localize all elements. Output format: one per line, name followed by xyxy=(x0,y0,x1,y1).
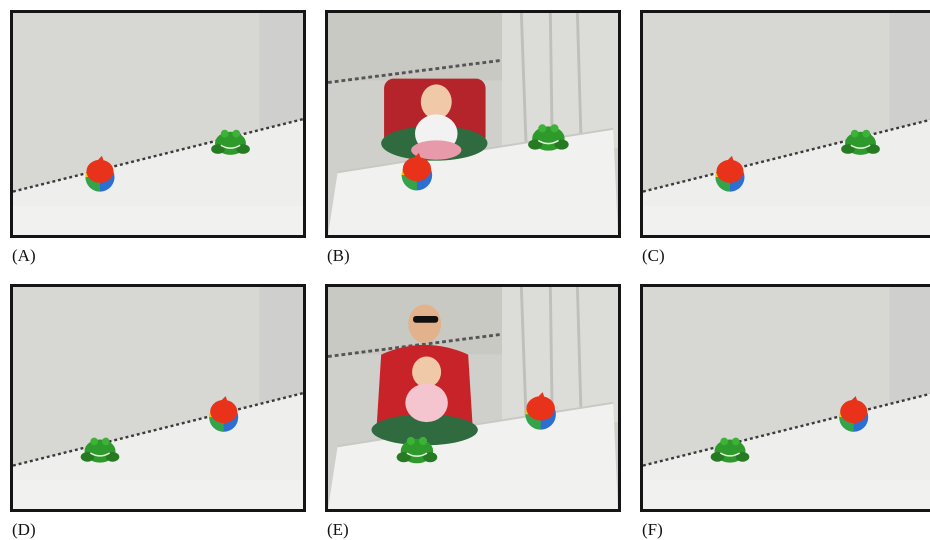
photo-e xyxy=(325,284,621,512)
panel-b: (B) xyxy=(325,10,621,265)
panel-caption: (B) xyxy=(327,246,350,265)
panel-c: (C) xyxy=(640,10,930,265)
panel-f: (F) xyxy=(640,284,930,539)
photo-f xyxy=(640,284,930,512)
photo-d xyxy=(10,284,306,512)
panel-a: (A) xyxy=(10,10,306,265)
panel-e: (E) xyxy=(325,284,621,539)
panel-caption: (A) xyxy=(12,246,36,265)
photo-a xyxy=(10,10,306,238)
photo-c xyxy=(640,10,930,238)
panel-caption: (E) xyxy=(327,520,349,539)
photo-b xyxy=(325,10,621,238)
panel-d: (D) xyxy=(10,284,306,539)
panel-caption: (C) xyxy=(642,246,665,265)
panel-caption: (D) xyxy=(12,520,36,539)
panel-caption: (F) xyxy=(642,520,663,539)
